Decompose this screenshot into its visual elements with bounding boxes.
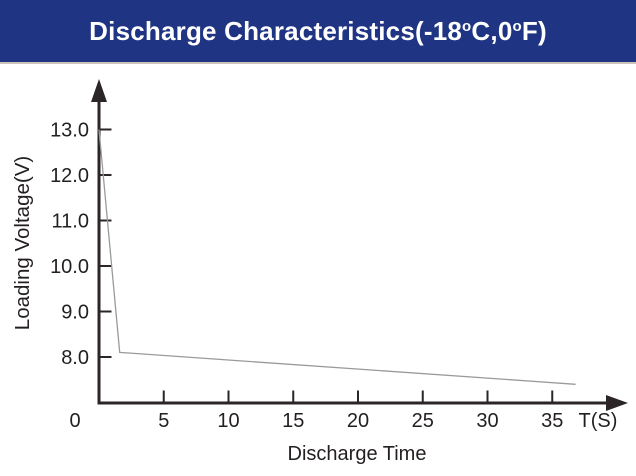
y-tick-label: 12.0 <box>50 165 89 187</box>
degree-symbol: o <box>462 18 472 35</box>
y-ticks-group: 8.0 9.0 10.0 11.0 12.0 13.0 <box>50 120 112 369</box>
x-ticks-group: 0 5 10 15 20 25 30 35 <box>69 390 563 432</box>
y-tick-label: 8.0 <box>61 347 89 369</box>
y-tick-label: 10.0 <box>50 256 89 278</box>
title-text-3: F) <box>521 16 547 46</box>
x-tick-label: 15 <box>282 410 304 432</box>
x-tick-label: 5 <box>158 410 169 432</box>
degree-symbol: o <box>512 18 522 35</box>
x-tick-label: 20 <box>347 410 369 432</box>
title-text-1: Discharge Characteristics(-18 <box>89 16 463 46</box>
series-group <box>98 129 576 385</box>
y-axis-title: Loading Voltage(V) <box>11 156 34 330</box>
chart-area: 8.0 9.0 10.0 11.0 12.0 13.0 0 5 10 15 20 25 30 35 Lo… <box>0 64 636 476</box>
x-tick-label: 10 <box>217 410 239 432</box>
x-axis-unit-label: T(S) <box>579 410 618 432</box>
y-tick-label: 13.0 <box>50 120 89 142</box>
discharge-curve <box>98 129 576 385</box>
x-tick-label: 30 <box>476 410 498 432</box>
x-tick-label: 35 <box>541 410 563 432</box>
y-axis-arrowhead <box>91 79 107 102</box>
x-axis-arrowhead <box>606 395 628 411</box>
x-tick-label: 25 <box>412 410 434 432</box>
title-banner: Discharge Characteristics(-18oC,0oF) <box>0 0 636 64</box>
title-text-2: C,0 <box>471 16 513 46</box>
y-tick-label: 9.0 <box>61 302 89 324</box>
discharge-chart: 8.0 9.0 10.0 11.0 12.0 13.0 0 5 10 15 20 25 30 35 Lo… <box>11 79 628 465</box>
x-axis-title: Discharge Time <box>288 443 427 465</box>
y-tick-label: 11.0 <box>52 211 89 233</box>
page-title: Discharge Characteristics(-18oC,0oF) <box>89 18 547 44</box>
x-tick-label: 0 <box>69 410 80 432</box>
